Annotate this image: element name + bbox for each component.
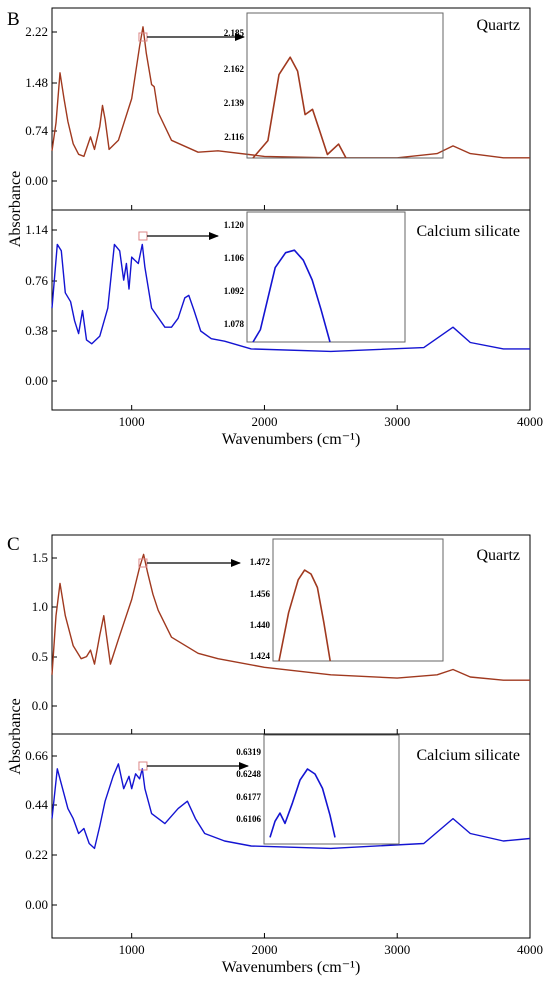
- inset-tick-label: 2.162: [224, 64, 245, 74]
- peak-highlight-box: [138, 32, 148, 42]
- y-tick-label: 0.00: [25, 897, 48, 912]
- x-tick-label: 1000: [119, 942, 145, 957]
- inset-series-line: [269, 768, 336, 838]
- subplot-quartz: 2.22 1.48 0.74 0.00 2.185 2.162 2.139 2.116 Quar…: [25, 12, 530, 188]
- inset-series-line: [278, 569, 331, 662]
- inset-tick-label: 1.472: [250, 557, 271, 567]
- x-tick-label: 4000: [517, 414, 543, 429]
- inset-tick-label: 1.456: [250, 589, 271, 599]
- series-line-calcium-silicate: [51, 243, 530, 353]
- y-tick-label: 0.00: [25, 173, 48, 188]
- y-tick-label: 0.44: [25, 797, 48, 812]
- inset-box: [246, 211, 406, 343]
- x-tick-label: 3000: [384, 942, 410, 957]
- panel-letter: C: [7, 534, 20, 555]
- x-tick-label: 1000: [119, 414, 145, 429]
- x-axis-label: Wavenumbers (cm⁻¹): [222, 959, 361, 976]
- x-tick-label: 2000: [251, 942, 277, 957]
- inset-tick-label: 1.440: [250, 620, 271, 630]
- series-name-label: Calcium silicate: [416, 223, 520, 240]
- inset-tick-label: 2.116: [224, 132, 244, 142]
- inset-series-line: [252, 56, 347, 159]
- y-tick-label: 0.66: [25, 748, 48, 763]
- inset-tick-label: 0.6248: [236, 769, 261, 779]
- y-tick-label: 1.14: [25, 222, 48, 237]
- inset-box: [246, 12, 444, 159]
- inset-box: [272, 538, 444, 662]
- inset-tick-label: 1.092: [224, 286, 245, 296]
- inset-box: [263, 734, 400, 845]
- series-name-label: Quartz: [476, 17, 520, 34]
- y-tick-label: 1.48: [25, 75, 48, 90]
- panel-letter: B: [7, 9, 20, 30]
- y-tick-label: 2.22: [25, 24, 48, 39]
- panel-b: B 1000 2000 3000 4000 Wavenumbers (cm⁻¹) Absor…: [7, 7, 543, 448]
- subplot-calcium-silicate: 1.14 0.76 0.38 0.00 1.120 1.106 1.092 1.078 Calc…: [25, 211, 530, 388]
- y-tick-label: 0.00: [25, 373, 48, 388]
- inset-tick-label: 1.106: [224, 253, 245, 263]
- x-tick-label: 2000: [251, 414, 277, 429]
- panels: B 1000 2000 3000 4000 Wavenumbers (cm⁻¹) Absor…: [7, 7, 543, 976]
- peak-highlight-box: [138, 558, 148, 568]
- x-tick-label: 4000: [517, 942, 543, 957]
- y-tick-label: 1.0: [32, 599, 48, 614]
- subplot-quartz: 1.5 1.0 0.5 0.0 1.472 1.456 1.440 1.424 Quartz: [32, 538, 530, 713]
- y-tick-label: 1.5: [32, 550, 48, 565]
- panel-c: C 1000 2000 3000 4000 Wavenumbers (cm⁻¹) Absor…: [7, 534, 543, 976]
- peak-highlight-box: [138, 231, 148, 241]
- y-tick-label: 0.76: [25, 273, 48, 288]
- x-tick-label: 3000: [384, 414, 410, 429]
- y-tick-label: 0.38: [25, 323, 48, 338]
- inset-tick-label: 1.078: [224, 319, 245, 329]
- inset-tick-label: 2.185: [224, 28, 245, 38]
- y-tick-label: 0.74: [25, 123, 48, 138]
- inset-tick-label: 0.6177: [236, 792, 261, 802]
- y-tick-label: 0.5: [32, 649, 48, 664]
- y-axis-label: Absorbance: [7, 698, 24, 774]
- inset-series-line: [252, 249, 331, 343]
- series-line-calcium-silicate: [51, 763, 531, 850]
- plot-frame: [51, 534, 531, 939]
- y-tick-label: 0.22: [25, 847, 48, 862]
- subplot-calcium-silicate: 0.66 0.44 0.22 0.00 0.6319 0.6248 0.6177 0.6106…: [25, 734, 531, 912]
- series-name-label: Calcium silicate: [416, 747, 520, 764]
- x-axis-label: Wavenumbers (cm⁻¹): [222, 431, 361, 448]
- inset-tick-label: 2.139: [224, 98, 245, 108]
- y-axis-label: Absorbance: [7, 171, 24, 247]
- inset-tick-label: 0.6319: [236, 747, 261, 757]
- y-tick-label: 0.0: [32, 698, 48, 713]
- inset-tick-label: 1.120: [224, 220, 245, 230]
- series-name-label: Quartz: [476, 547, 520, 564]
- peak-highlight-box: [138, 761, 148, 771]
- inset-tick-label: 1.424: [250, 651, 271, 661]
- inset-tick-label: 0.6106: [236, 814, 261, 824]
